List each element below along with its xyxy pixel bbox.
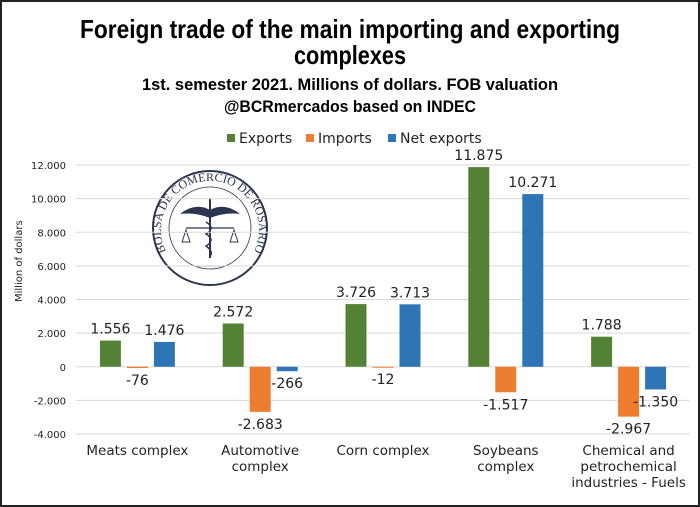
bar-exports — [99, 340, 121, 367]
legend-label: Imports — [318, 131, 372, 147]
bar-exports — [345, 304, 367, 367]
x-category-label: Corn complex — [336, 443, 429, 459]
bar-net-exports — [153, 341, 175, 367]
legend-label: Net exports — [400, 131, 482, 147]
x-category-label: petrochemical — [580, 459, 676, 475]
y-tick-label: 0 — [60, 363, 66, 374]
data-label: -1.350 — [633, 394, 678, 410]
y-tick-label: 10.000 — [31, 195, 66, 206]
data-label: -76 — [126, 373, 149, 389]
bar-exports — [468, 167, 490, 367]
x-category-label: industries - Fuels — [571, 475, 686, 491]
bar-net-exports — [645, 366, 667, 390]
y-tick-label: 4.000 — [37, 296, 66, 307]
legend: Exports Imports Net exports — [227, 131, 482, 147]
bar-imports — [372, 366, 394, 368]
legend-swatch — [306, 134, 314, 142]
x-category-label: Meats complex — [86, 443, 188, 459]
y-tick-label: -4.000 — [34, 430, 66, 441]
bar-exports — [591, 336, 613, 367]
legend-swatch — [388, 134, 396, 142]
y-tick-label: 6.000 — [37, 262, 66, 273]
y-tick-label: -2.000 — [34, 396, 66, 407]
legend-swatch — [227, 134, 235, 142]
chart-subtitle: 1st. semester 2021. Millions of dollars.… — [142, 75, 558, 94]
x-category-label: Soybeans — [473, 443, 539, 459]
data-label: -2.683 — [238, 417, 283, 433]
bar-imports — [126, 366, 148, 369]
bar-imports — [495, 366, 517, 393]
data-label: 1.556 — [90, 322, 130, 338]
chart-source: @BCRmercados based on INDEC — [224, 97, 476, 116]
y-tick-label: 8.000 — [37, 228, 66, 239]
data-label: 10.271 — [508, 175, 557, 191]
chart-title-line-2: complexes — [294, 40, 406, 70]
data-label: 1.476 — [144, 323, 184, 339]
data-label: -2.967 — [606, 422, 651, 438]
data-label: 3.713 — [390, 285, 430, 301]
x-category-label: complex — [477, 459, 534, 475]
data-label: 3.726 — [336, 285, 376, 301]
data-label: -12 — [372, 372, 395, 388]
y-tick-label: 12.000 — [31, 161, 66, 172]
data-label: 1.788 — [582, 318, 622, 334]
x-category-label: Automotive — [221, 443, 299, 459]
data-label: -1.517 — [483, 397, 528, 413]
y-tick-label: 2.000 — [37, 329, 66, 340]
data-label: -266 — [271, 376, 303, 392]
legend-label: Exports — [239, 131, 292, 147]
bar-net-exports — [276, 366, 298, 372]
x-category-label: Chemical and — [582, 443, 674, 459]
bcr-logo: BOLSA DE COMERCIO DE ROSARIO — [150, 170, 270, 286]
chart-title-line-1: Foreign trade of the main importing and … — [80, 14, 620, 44]
data-label: 11.875 — [454, 148, 503, 164]
bar-imports — [249, 366, 271, 412]
x-category-label: complex — [232, 459, 289, 475]
data-label: 2.572 — [213, 305, 253, 321]
bar-imports — [618, 366, 640, 417]
bar-net-exports — [399, 304, 421, 367]
bar-net-exports — [522, 194, 544, 367]
y-axis-title: Million of dollars — [14, 220, 25, 302]
bar-exports — [222, 323, 244, 367]
